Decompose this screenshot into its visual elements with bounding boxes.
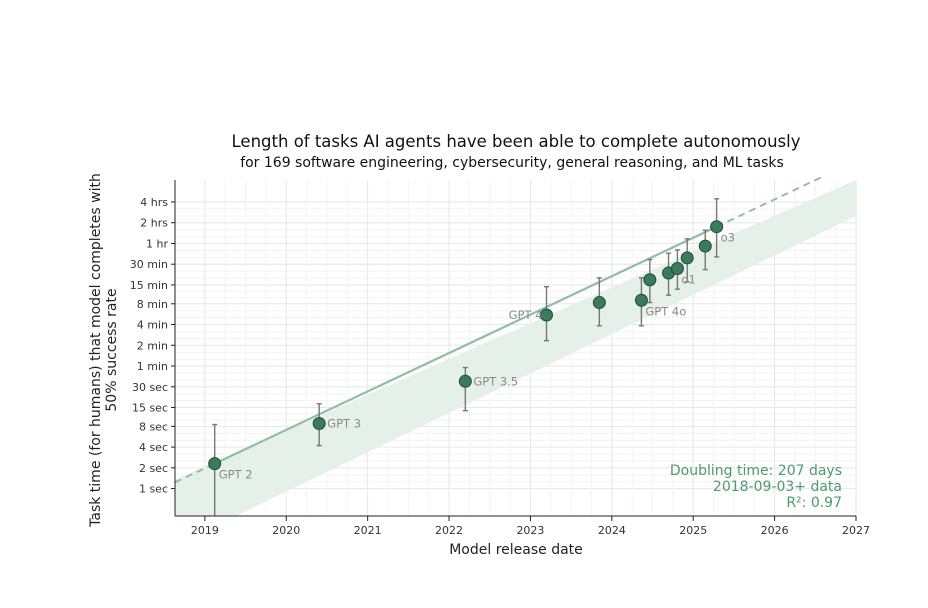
data-point [634,293,648,307]
point-label: o3 [721,231,735,245]
data-point [592,296,606,310]
data-point [680,251,694,265]
x-tick-label: 2019 [191,524,219,537]
doubling-time-note: Doubling time: 207 days [670,463,842,479]
y-axis-label-line2: 50% success rate [104,288,120,411]
data-point [458,374,472,388]
y-tick-label: 2 min [137,339,168,352]
point-label: o1 [681,272,695,286]
data-point [539,308,553,322]
y-tick-label: 2 sec [139,462,168,475]
chart-subtitle: for 169 software engineering, cybersecur… [240,155,784,171]
x-tick-label: 2021 [354,524,382,537]
trend-line [175,176,827,484]
y-tick-label: 30 min [130,258,168,271]
data-point [643,273,657,287]
x-axis-label: Model release date [449,542,583,558]
point-label: GPT 4o [645,304,686,318]
y-tick-label: 30 sec [132,381,168,394]
y-tick-label: 4 hrs [140,196,168,209]
point-label: GPT 2 [219,468,253,482]
trend-dashed-left [175,462,216,484]
x-ticks: 2019 2020 2021 2022 2023 2024 2025 2026 2027 [191,516,870,537]
trend-dashed-right [716,176,827,228]
y-tick-label: 2 hrs [140,217,168,230]
y-ticks: 1 sec 2 sec 4 sec 8 sec 15 sec 30 sec 1 min 2 m… [130,196,175,496]
point-label: GPT 3 [327,416,361,430]
y-tick-label: 1 min [137,360,168,373]
y-tick-label: 4 min [137,319,168,332]
y-tick-label: 1 sec [139,483,168,496]
y-tick-label: 15 min [130,279,168,292]
data-point [670,261,684,275]
y-tick-label: 8 sec [139,420,168,433]
x-tick-label: 2026 [761,524,789,537]
data-point [208,457,222,471]
x-tick-label: 2022 [435,524,463,537]
point-labels: GPT 2 GPT 3 GPT 3.5 GPT 4 GPT 4o o1 o3 [219,231,735,482]
x-tick-label: 2023 [516,524,544,537]
y-tick-label: 8 min [137,298,168,311]
x-tick-label: 2020 [272,524,300,537]
y-axis-label-line1: Task time (for humans) that model comple… [88,173,104,528]
x-tick-label: 2027 [842,524,870,537]
x-tick-label: 2024 [598,524,626,537]
data-point [698,239,712,253]
point-label: GPT 3.5 [473,374,518,388]
data-point [312,416,326,430]
trend-solid [214,225,718,465]
y-tick-label: 1 hr [146,237,168,250]
chart-title: Length of tasks AI agents have been able… [232,132,801,151]
r-squared-note: R²: 0.97 [786,495,842,511]
data-range-note: 2018-09-03+ data [713,479,842,495]
axes [174,180,856,517]
y-tick-label: 15 sec [132,402,168,415]
x-tick-label: 2025 [679,524,707,537]
y-tick-label: 4 sec [139,441,168,454]
data-points [208,220,724,471]
data-point [710,220,724,234]
point-label: GPT 4 [509,308,543,322]
